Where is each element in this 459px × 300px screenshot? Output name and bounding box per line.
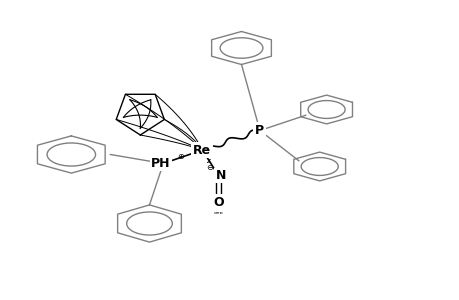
Text: N: N <box>215 169 225 182</box>
Text: Re: Re <box>193 143 211 157</box>
Text: "”": "”" <box>213 212 223 218</box>
Text: P: P <box>255 124 264 137</box>
Text: O: O <box>213 196 224 209</box>
Text: z: z <box>206 158 209 164</box>
Text: PH: PH <box>151 157 170 170</box>
Text: ⊖: ⊖ <box>205 164 213 172</box>
Text: ⊕: ⊕ <box>177 152 184 161</box>
